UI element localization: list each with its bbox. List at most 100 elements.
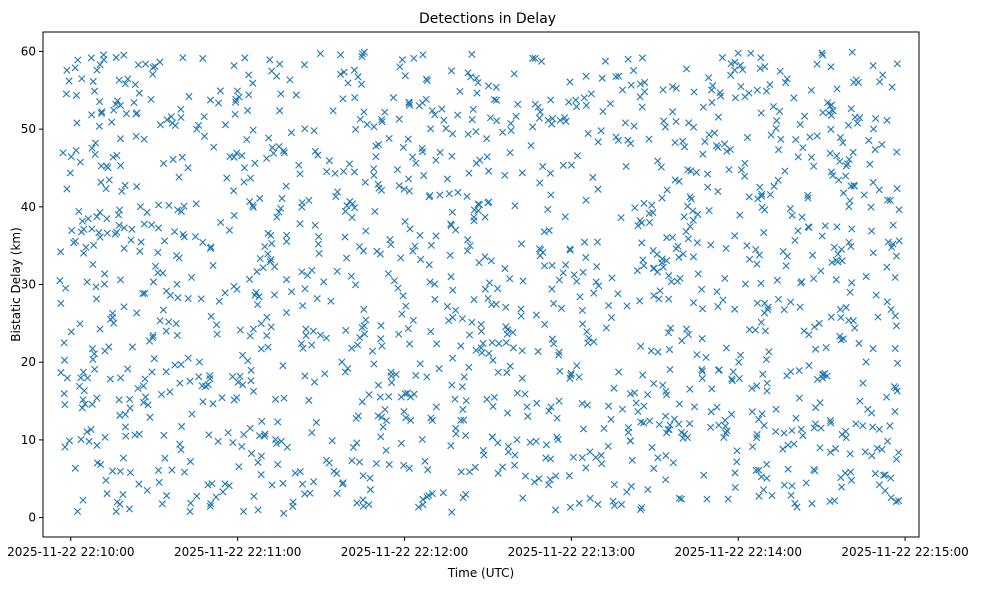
data-point xyxy=(230,396,238,404)
x-tick-label: 2025-11-22 22:13:00 xyxy=(508,545,635,559)
data-point xyxy=(869,249,877,257)
data-point xyxy=(756,183,764,191)
data-point xyxy=(528,123,537,131)
data-point xyxy=(358,323,366,332)
data-point xyxy=(117,162,125,170)
data-point xyxy=(748,384,756,392)
data-point xyxy=(406,393,415,401)
data-point xyxy=(221,480,229,488)
data-point xyxy=(763,379,771,387)
data-point xyxy=(149,70,157,78)
data-point xyxy=(75,207,83,216)
data-point xyxy=(267,323,275,331)
data-point xyxy=(587,90,595,98)
data-point xyxy=(509,344,518,352)
data-point xyxy=(753,434,761,442)
data-point xyxy=(87,425,95,434)
data-point xyxy=(206,375,214,383)
data-point xyxy=(136,203,145,211)
data-point xyxy=(136,247,144,255)
data-point xyxy=(869,62,877,70)
data-point xyxy=(442,124,450,133)
data-point xyxy=(864,405,872,413)
data-point xyxy=(79,396,87,404)
data-point xyxy=(92,295,101,303)
data-point xyxy=(828,258,836,267)
data-point xyxy=(82,243,90,251)
data-point xyxy=(175,173,183,181)
data-point xyxy=(254,506,262,514)
data-point xyxy=(559,269,567,277)
data-point xyxy=(792,135,800,144)
data-point xyxy=(116,206,124,214)
data-point xyxy=(731,469,739,477)
data-point xyxy=(650,379,658,388)
data-point xyxy=(314,240,322,248)
data-point xyxy=(484,199,492,207)
data-point xyxy=(573,277,581,285)
data-point xyxy=(805,223,813,232)
data-point xyxy=(377,335,385,343)
data-point xyxy=(817,424,825,432)
data-point xyxy=(208,480,216,488)
data-point xyxy=(340,68,348,76)
data-point xyxy=(149,331,157,340)
data-point xyxy=(199,398,207,406)
data-point xyxy=(116,411,124,420)
data-point xyxy=(165,201,173,210)
data-point xyxy=(610,480,618,489)
data-point xyxy=(614,136,622,144)
data-point xyxy=(534,347,542,356)
data-point xyxy=(292,91,300,99)
data-point xyxy=(837,336,845,344)
data-point xyxy=(720,140,729,148)
data-point xyxy=(163,492,171,500)
data-point xyxy=(385,460,393,469)
data-point xyxy=(842,172,850,180)
data-point xyxy=(399,143,407,152)
data-point xyxy=(845,203,853,211)
data-point xyxy=(226,152,234,161)
data-point xyxy=(60,339,68,347)
data-point xyxy=(446,251,454,259)
data-point xyxy=(790,440,798,448)
data-point xyxy=(573,362,581,370)
data-point xyxy=(710,129,719,137)
data-point xyxy=(339,479,347,487)
y-tick-label: 20 xyxy=(21,355,36,369)
data-point xyxy=(662,476,670,484)
data-point xyxy=(648,201,656,209)
data-point xyxy=(861,448,869,456)
data-point xyxy=(752,245,760,254)
data-point xyxy=(468,318,476,326)
data-point xyxy=(663,256,671,265)
data-point xyxy=(755,251,763,259)
data-point xyxy=(350,66,358,74)
data-point xyxy=(191,232,200,241)
data-point xyxy=(477,320,485,329)
data-point xyxy=(329,107,337,115)
data-point xyxy=(582,72,590,80)
data-point xyxy=(679,137,687,145)
data-point xyxy=(427,241,435,249)
data-point xyxy=(597,127,605,135)
data-point xyxy=(843,160,852,168)
data-point xyxy=(846,288,854,296)
data-point xyxy=(881,471,889,479)
data-point xyxy=(640,262,648,270)
data-point xyxy=(798,213,806,221)
data-point xyxy=(103,215,111,223)
data-point xyxy=(212,493,220,501)
data-point xyxy=(839,139,847,147)
data-point xyxy=(594,138,602,146)
data-point xyxy=(104,164,112,172)
data-point xyxy=(684,235,692,243)
data-point xyxy=(661,412,670,420)
data-point xyxy=(727,60,735,68)
data-point xyxy=(650,464,658,473)
data-point xyxy=(79,368,88,376)
data-point xyxy=(431,280,439,288)
data-point xyxy=(561,213,569,221)
data-point xyxy=(160,431,168,439)
y-tick-label: 50 xyxy=(21,122,36,136)
